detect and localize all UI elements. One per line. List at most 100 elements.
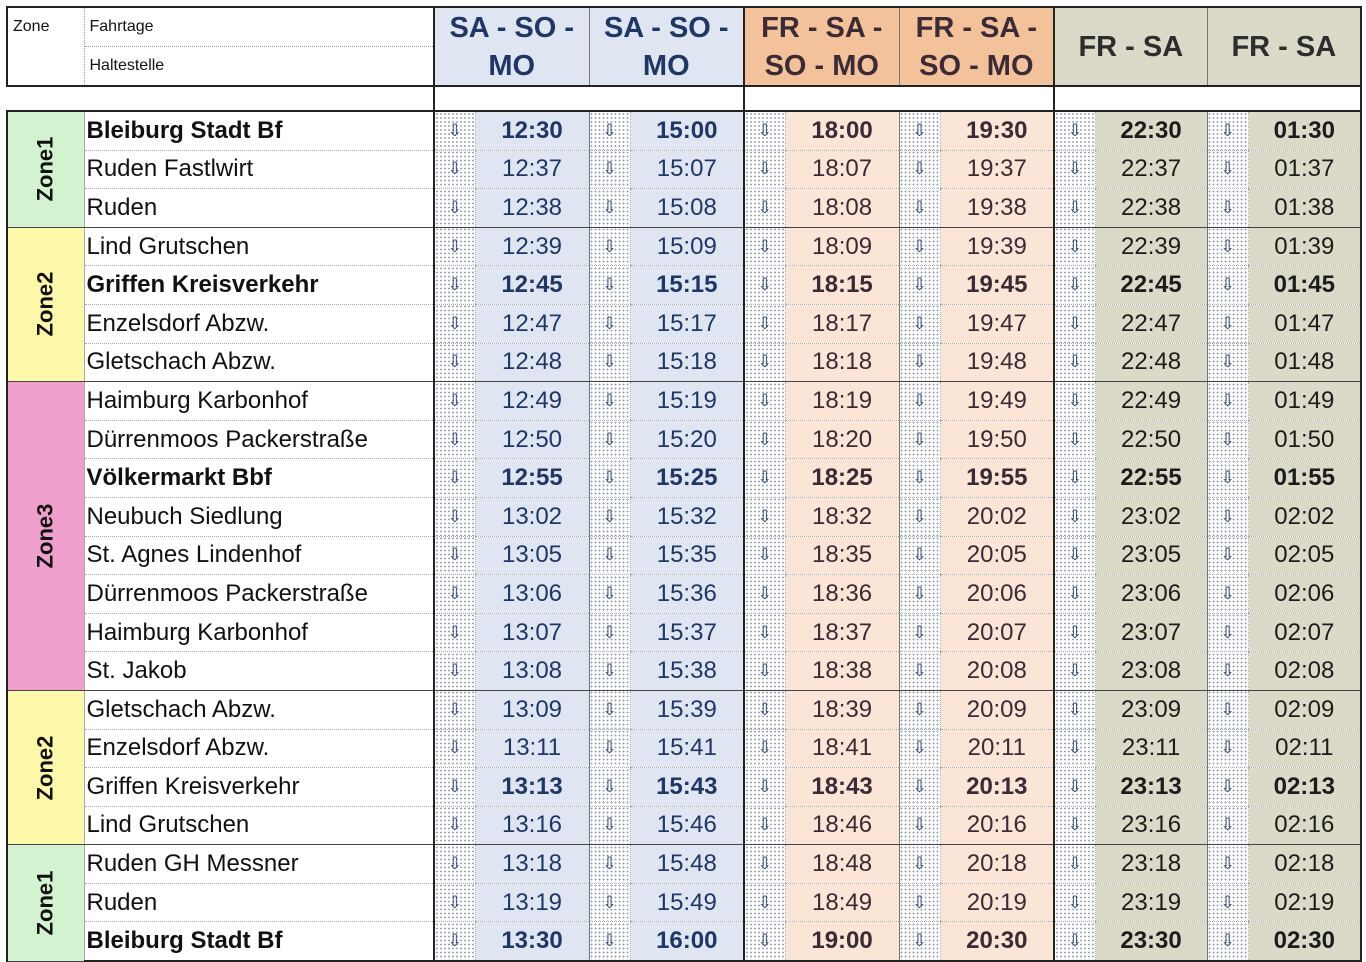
down-arrow-icon: ⇩ xyxy=(898,574,941,614)
departure-time: 12:30 xyxy=(474,111,590,151)
departure-time: 22:55 xyxy=(1094,458,1208,498)
down-arrow-icon: ⇩ xyxy=(743,265,786,305)
departure-time: 18:19 xyxy=(784,381,900,421)
down-arrow-icon: ⇩ xyxy=(588,844,631,884)
departure-time: 15:43 xyxy=(629,767,745,807)
down-arrow-icon: ⇩ xyxy=(743,381,786,421)
down-arrow-icon: ⇩ xyxy=(588,150,631,190)
departure-time: 15:07 xyxy=(629,150,745,190)
departure-time: 01:37 xyxy=(1247,150,1363,190)
departure-time: 22:37 xyxy=(1094,150,1208,190)
down-arrow-icon: ⇩ xyxy=(1206,227,1249,267)
spacer xyxy=(7,86,434,112)
down-arrow-icon: ⇩ xyxy=(1206,458,1249,498)
departure-time: 15:35 xyxy=(629,536,745,576)
down-arrow-icon: ⇩ xyxy=(1053,806,1096,846)
down-arrow-icon: ⇩ xyxy=(898,883,941,923)
departure-time: 20:08 xyxy=(939,651,1055,691)
departure-time: 22:48 xyxy=(1094,343,1208,383)
stop-name: Lind Grutschen xyxy=(84,806,434,846)
departure-time: 18:18 xyxy=(784,343,900,383)
fahrtage-header: Fahrtage xyxy=(84,6,434,47)
zone-name: Zone1 xyxy=(32,870,58,936)
down-arrow-icon: ⇩ xyxy=(1053,150,1096,190)
departure-time: 18:39 xyxy=(784,690,900,730)
down-arrow-icon: ⇩ xyxy=(1053,844,1096,884)
down-arrow-icon: ⇩ xyxy=(1206,150,1249,190)
down-arrow-icon: ⇩ xyxy=(588,536,631,576)
down-arrow-icon: ⇩ xyxy=(898,921,941,962)
departure-time: 15:38 xyxy=(629,651,745,691)
stop-name: St. Agnes Lindenhof xyxy=(84,536,434,576)
departure-time: 20:16 xyxy=(939,806,1055,846)
departure-time: 23:16 xyxy=(1094,806,1208,846)
down-arrow-icon: ⇩ xyxy=(1206,767,1249,807)
down-arrow-icon: ⇩ xyxy=(743,613,786,653)
down-arrow-icon: ⇩ xyxy=(588,883,631,923)
table-row: Ruden ⇩ 13:19 ⇩ 15:49 ⇩ 18:49 ⇩ 20:19 ⇩ 23:19 ⇩ 02:1… xyxy=(7,883,1363,923)
table-row: Zone2 Gletschach Abzw. ⇩ 13:09 ⇩ 15:39 ⇩ 18:39 ⇩… xyxy=(6,690,1363,846)
departure-time: 23:06 xyxy=(1094,574,1208,614)
departure-time: 16:00 xyxy=(629,921,745,962)
down-arrow-icon: ⇩ xyxy=(898,806,941,846)
down-arrow-icon: ⇩ xyxy=(433,150,475,190)
table-row: Lind Grutschen ⇩ 13:16 ⇩ 15:46 ⇩ 18:46 ⇩ 20:16 ⇩ 2… xyxy=(7,806,1363,846)
departure-time: 01:45 xyxy=(1247,265,1363,305)
table-row: Zone1 Ruden GH Messner ⇩ 13:18 ⇩ 15:48 ⇩ 18:48 ⇩… xyxy=(6,844,1363,962)
departure-time: 20:11 xyxy=(939,729,1055,769)
departure-time: 18:08 xyxy=(784,188,900,228)
down-arrow-icon: ⇩ xyxy=(433,381,475,421)
down-arrow-icon: ⇩ xyxy=(898,381,941,421)
down-arrow-icon: ⇩ xyxy=(433,729,475,769)
departure-time: 15:36 xyxy=(629,574,745,614)
departure-time: 15:19 xyxy=(629,381,745,421)
departure-time: 15:39 xyxy=(629,690,745,730)
stop-name: Dürrenmoos Packerstraße xyxy=(84,574,434,614)
stop-name: Haimburg Karbonhof xyxy=(84,613,434,653)
departure-time: 19:00 xyxy=(784,921,900,962)
departure-time: 20:13 xyxy=(939,767,1055,807)
departure-time: 01:30 xyxy=(1247,111,1363,151)
departure-time: 23:30 xyxy=(1094,921,1208,962)
down-arrow-icon: ⇩ xyxy=(588,613,631,653)
table-row: Enzelsdorf Abzw. ⇩ 13:11 ⇩ 15:41 ⇩ 18:41 ⇩ 20:11… xyxy=(7,729,1363,769)
down-arrow-icon: ⇩ xyxy=(1206,381,1249,421)
column-header-days-cont: MO xyxy=(642,49,690,82)
zone-label-zone1: Zone1 xyxy=(6,844,85,962)
down-arrow-icon: ⇩ xyxy=(1206,651,1249,691)
down-arrow-icon: ⇩ xyxy=(1206,343,1249,383)
departure-time: 02:07 xyxy=(1247,613,1363,653)
down-arrow-icon: ⇩ xyxy=(1053,767,1096,807)
down-arrow-icon: ⇩ xyxy=(433,227,475,267)
departure-time: 22:50 xyxy=(1094,420,1208,460)
departure-time: 20:09 xyxy=(939,690,1055,730)
departure-time: 13:02 xyxy=(474,497,590,537)
departure-time: 20:18 xyxy=(939,844,1055,884)
down-arrow-icon: ⇩ xyxy=(743,844,786,884)
down-arrow-icon: ⇩ xyxy=(1053,613,1096,653)
down-arrow-icon: ⇩ xyxy=(433,883,475,923)
departure-time: 19:30 xyxy=(939,111,1055,151)
departure-time: 19:45 xyxy=(939,265,1055,305)
departure-time: 18:20 xyxy=(784,420,900,460)
departure-time: 23:08 xyxy=(1094,651,1208,691)
departure-time: 20:06 xyxy=(939,574,1055,614)
departure-time: 02:13 xyxy=(1247,767,1363,807)
down-arrow-icon: ⇩ xyxy=(1053,651,1096,691)
departure-time: 13:19 xyxy=(474,883,590,923)
stop-name: Völkermarkt Bbf xyxy=(84,458,434,498)
table-row: Ruden Fastlwirt ⇩ 12:37 ⇩ 15:07 ⇩ 18:07 ⇩ 19:37 ⇩… xyxy=(7,150,1363,190)
departure-time: 18:35 xyxy=(784,536,900,576)
departure-time: 15:08 xyxy=(629,188,745,228)
stop-name: Gletschach Abzw. xyxy=(84,343,434,383)
departure-time: 15:17 xyxy=(629,304,745,344)
down-arrow-icon: ⇩ xyxy=(588,497,631,537)
down-arrow-icon: ⇩ xyxy=(1053,381,1096,421)
stop-name: Griffen Kreisverkehr xyxy=(84,767,434,807)
column-header-4: FR - SA - SO - MO xyxy=(898,6,1055,87)
column-header-days-cont: SO - MO xyxy=(919,49,1034,82)
zone-label-zone2: Zone2 xyxy=(6,227,85,383)
down-arrow-icon: ⇩ xyxy=(1206,304,1249,344)
down-arrow-icon: ⇩ xyxy=(433,613,475,653)
departure-time: 18:36 xyxy=(784,574,900,614)
